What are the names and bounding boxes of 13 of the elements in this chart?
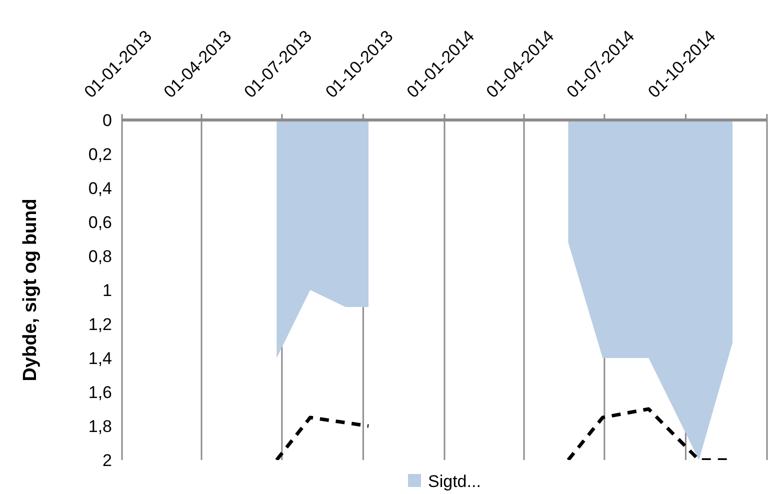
y-tick-label: 0,2: [88, 144, 112, 164]
y-tick-label: 1,8: [88, 416, 112, 436]
legend-label: Sigtd...: [428, 472, 481, 491]
y-tick-label: 0,8: [88, 246, 112, 266]
y-tick-label: 1,2: [88, 314, 112, 334]
y-tick-label: 0,6: [88, 212, 112, 232]
y-tick-label: 0,4: [88, 178, 112, 198]
y-tick-label: 0: [102, 110, 112, 130]
y-tick-label: 1: [102, 280, 112, 300]
y-tick-label: 1,6: [88, 382, 112, 402]
y-tick-label: 1,4: [88, 348, 112, 368]
y-axis-title: Dybde, sigt og bund: [20, 198, 41, 382]
y-tick-label: 2: [102, 450, 112, 470]
